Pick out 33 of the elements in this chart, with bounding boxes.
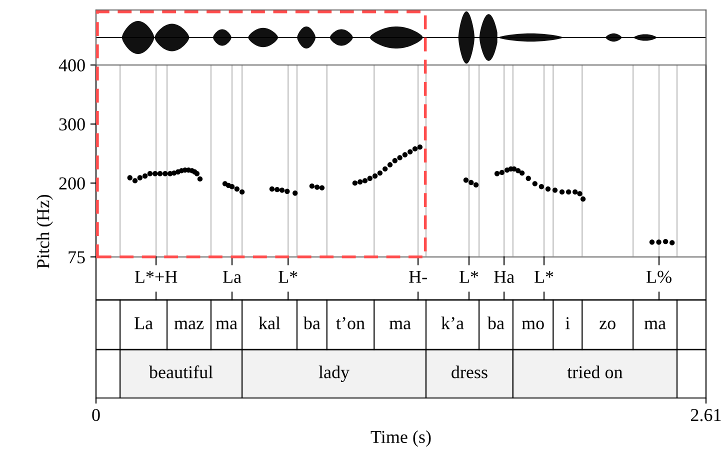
annotation: k’a [441,316,464,330]
annotation: kal [258,316,280,330]
y-tick-label: 300 [59,118,85,130]
y-tick-label: 200 [59,177,85,190]
ref-line-label: L* [534,270,554,283]
ref-line-label: Ha [494,270,514,283]
band-label: dress [452,366,488,378]
x-tick-label: 2.61 [690,408,721,422]
ref-line-label: L% [646,270,672,284]
ref-line-label: H- [409,270,427,283]
band-label: beautiful [148,365,213,378]
ref-line-label: La [223,270,242,283]
annotation: ma [216,320,238,330]
y-tick-label: 400 [58,59,85,72]
band-label: tried on [567,366,623,378]
annotation: zo [600,320,616,330]
y-axis-title: Pitch (Hz) [36,194,53,268]
band-label: lady [318,366,350,382]
annotation: mo [522,320,544,330]
x-tick-label: 0 [92,408,100,422]
ref-line-label: L* [460,270,478,283]
x-axis-title: Time (s) [370,430,431,447]
annotation: i [566,317,570,330]
annotation: ba [303,316,320,330]
annotation: ba [487,316,504,330]
annotation: maz [174,320,204,330]
ref-line-label: L*+H [134,270,178,283]
annotation: La [134,317,153,330]
annotation: ma [389,320,411,330]
y-tick-label: 75 [68,251,85,264]
annotation: ma [644,320,666,330]
ref-line-label: L* [278,270,298,283]
annotation: t’on [336,317,365,330]
